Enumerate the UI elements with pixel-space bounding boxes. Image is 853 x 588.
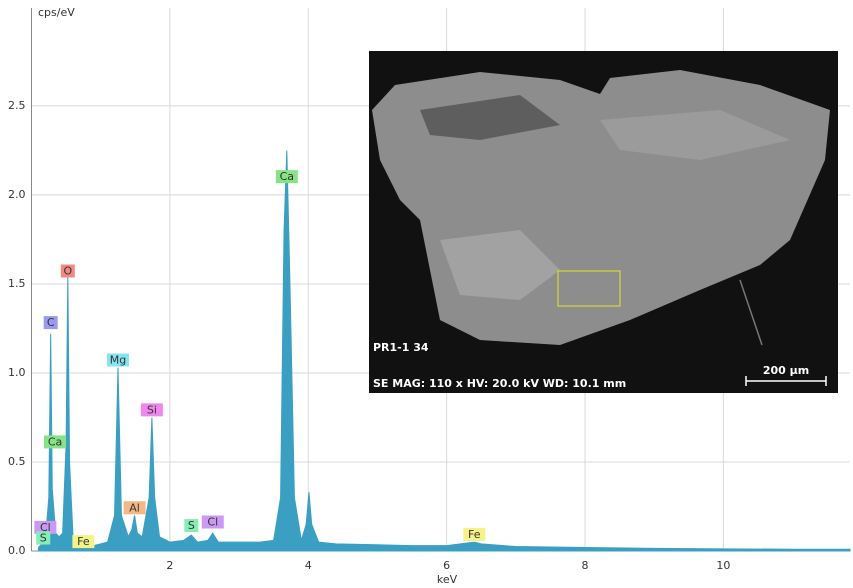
peak-label: Ca bbox=[48, 435, 62, 448]
peak-label: O bbox=[63, 264, 72, 277]
x-axis-label: keV bbox=[437, 573, 458, 586]
peak-label: Fe bbox=[468, 528, 481, 541]
peak-label: Cl bbox=[207, 516, 218, 529]
x-tick-label: 10 bbox=[716, 559, 730, 572]
y-tick-label: 0.0 bbox=[8, 544, 26, 557]
peak-label: Mg bbox=[110, 354, 126, 367]
y-tick-label: 1.5 bbox=[8, 277, 26, 290]
y-axis-label: cps/eV bbox=[38, 6, 75, 19]
x-tick-label: 2 bbox=[166, 559, 173, 572]
scale-label: 200 µm bbox=[763, 364, 809, 377]
y-tick-label: 0.5 bbox=[8, 455, 26, 468]
x-tick-label: 4 bbox=[305, 559, 312, 572]
peak-label: Ca bbox=[280, 170, 294, 183]
peak-label: S bbox=[188, 519, 195, 532]
y-tick-label: 1.0 bbox=[8, 366, 26, 379]
peak-label: Si bbox=[147, 403, 157, 416]
chart: cps/eV keV CaOCMgSiCaAlSClClSFeFe PR1-1 … bbox=[0, 0, 853, 588]
sample-name: PR1-1 34 bbox=[373, 341, 429, 354]
x-tick-label: 6 bbox=[443, 559, 450, 572]
y-tick-label: 2.0 bbox=[8, 188, 26, 201]
sem-image: PR1-1 34 SE MAG: 110 x HV: 20.0 kV WD: 1… bbox=[369, 51, 838, 393]
image-info: SE MAG: 110 x HV: 20.0 kV WD: 10.1 mm bbox=[373, 377, 626, 390]
x-tick-label: 8 bbox=[582, 559, 589, 572]
peak-label: Al bbox=[129, 501, 140, 514]
peak-label: C bbox=[47, 316, 55, 329]
y-tick-label: 2.5 bbox=[8, 99, 26, 112]
page: cps/eV keV CaOCMgSiCaAlSClClSFeFe PR1-1 … bbox=[0, 0, 853, 588]
peak-label: Fe bbox=[77, 535, 90, 548]
peak-label: S bbox=[40, 532, 47, 545]
